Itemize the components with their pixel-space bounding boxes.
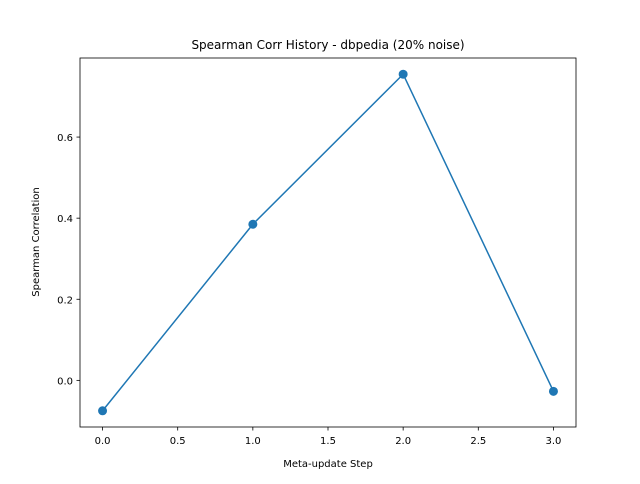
x-tick-label: 1.0	[245, 436, 261, 447]
data-point-0-1	[248, 219, 258, 229]
y-axis-label: Spearman Correlation	[31, 187, 42, 296]
data-point-0-2	[398, 69, 408, 79]
x-tick-label: 0.5	[170, 436, 186, 447]
y-tick-label: 0.0	[57, 376, 73, 387]
chart-title: Spearman Corr History - dbpedia (20% noi…	[191, 38, 464, 52]
series-line-0	[101, 73, 555, 412]
plot-area	[79, 57, 577, 428]
x-tick-label: 2.0	[395, 436, 411, 447]
x-axis-label: Meta-update Step	[283, 459, 373, 470]
y-axis-ticks: 0.0 0.2 0.4 0.6	[57, 133, 80, 387]
y-tick-label: 0.2	[57, 295, 73, 306]
data-point-0-0	[98, 406, 108, 416]
x-tick-label: 2.5	[470, 436, 486, 447]
y-tick-label: 0.6	[57, 133, 73, 144]
data-point-0-3	[548, 386, 558, 396]
x-tick-label: 1.5	[320, 436, 336, 447]
x-tick-label: 3.0	[546, 436, 562, 447]
x-tick-label: 0.0	[95, 436, 111, 447]
x-axis-ticks: 0.0 0.5 1.0 1.5 2.0 2.5 3.0	[95, 427, 562, 447]
y-tick-label: 0.4	[57, 214, 73, 225]
plot-frame	[79, 57, 577, 428]
